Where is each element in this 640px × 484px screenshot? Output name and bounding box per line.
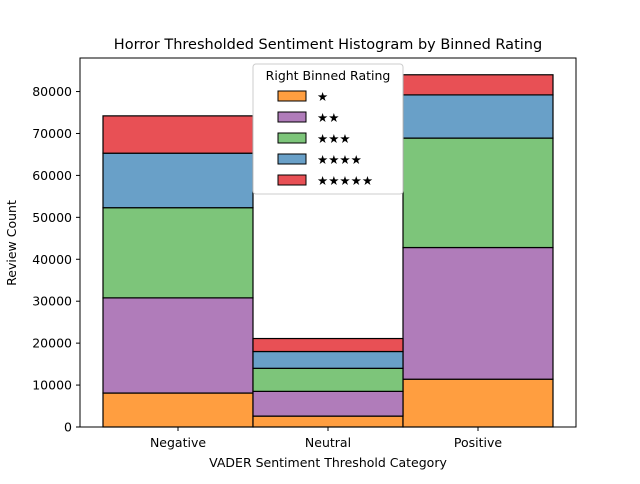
bar-segment-neutral-2-star: [252, 390, 404, 417]
x-tick-label-negative: Negative: [150, 435, 206, 450]
bar-segment-negative-1-star: [102, 392, 254, 428]
bars-group: [102, 74, 554, 428]
legend-label: ★★★: [317, 131, 351, 146]
legend-label: ★: [317, 89, 328, 104]
x-axis-label: VADER Sentiment Threshold Category: [209, 455, 447, 470]
legend-swatch: [277, 132, 307, 144]
x-tick-label-positive: Positive: [454, 435, 502, 450]
bar-segment-neutral-4-star: [252, 350, 404, 369]
bar-segment-negative-4-star: [102, 152, 254, 209]
y-tick-label: 30000: [32, 294, 72, 309]
legend-label: ★★: [317, 110, 339, 125]
y-tick-label: 40000: [32, 252, 72, 267]
legend-swatch: [277, 174, 307, 186]
y-tick-label: 50000: [32, 210, 72, 225]
bar-segment-neutral-5-star: [252, 337, 404, 353]
y-tick-label: 60000: [32, 168, 72, 183]
bar-segment-positive-4-star: [402, 94, 554, 139]
bar-segment-positive-1-star: [402, 378, 554, 428]
bar-segment-neutral-3-star: [252, 367, 404, 392]
legend-swatch: [277, 111, 307, 123]
y-axis-label: Review Count: [4, 200, 19, 286]
bar-segment-positive-5-star: [402, 74, 554, 96]
x-tick-label-neutral: Neutral: [305, 435, 351, 450]
y-tick-label: 0: [64, 420, 72, 435]
bar-segment-negative-5-star: [102, 115, 254, 154]
y-tick-label: 10000: [32, 378, 72, 393]
axes-group: 0 10000 20000 30000 40000 50000 60000 70000 8000…: [32, 57, 577, 450]
legend-swatch: [277, 153, 307, 165]
bar-segment-positive-2-star: [402, 246, 554, 380]
legend-label: ★★★★: [317, 152, 362, 167]
y-tick-label: 20000: [32, 336, 72, 351]
bar-segment-negative-3-star: [102, 207, 254, 299]
bar-segment-negative-2-star: [102, 297, 254, 394]
legend-label: ★★★★★: [317, 173, 373, 188]
legend: Right Binned Rating★★★★★★★★★★★★★★★: [252, 63, 404, 195]
legend-swatch: [277, 90, 307, 102]
y-tick-label: 80000: [32, 84, 72, 99]
legend-title: Right Binned Rating: [266, 68, 391, 83]
y-tick-label: 70000: [32, 126, 72, 141]
bar-segment-positive-3-star: [402, 137, 554, 249]
bar-segment-neutral-1-star: [252, 415, 404, 428]
chart-title: Horror Thresholded Sentiment Histogram b…: [114, 37, 542, 53]
